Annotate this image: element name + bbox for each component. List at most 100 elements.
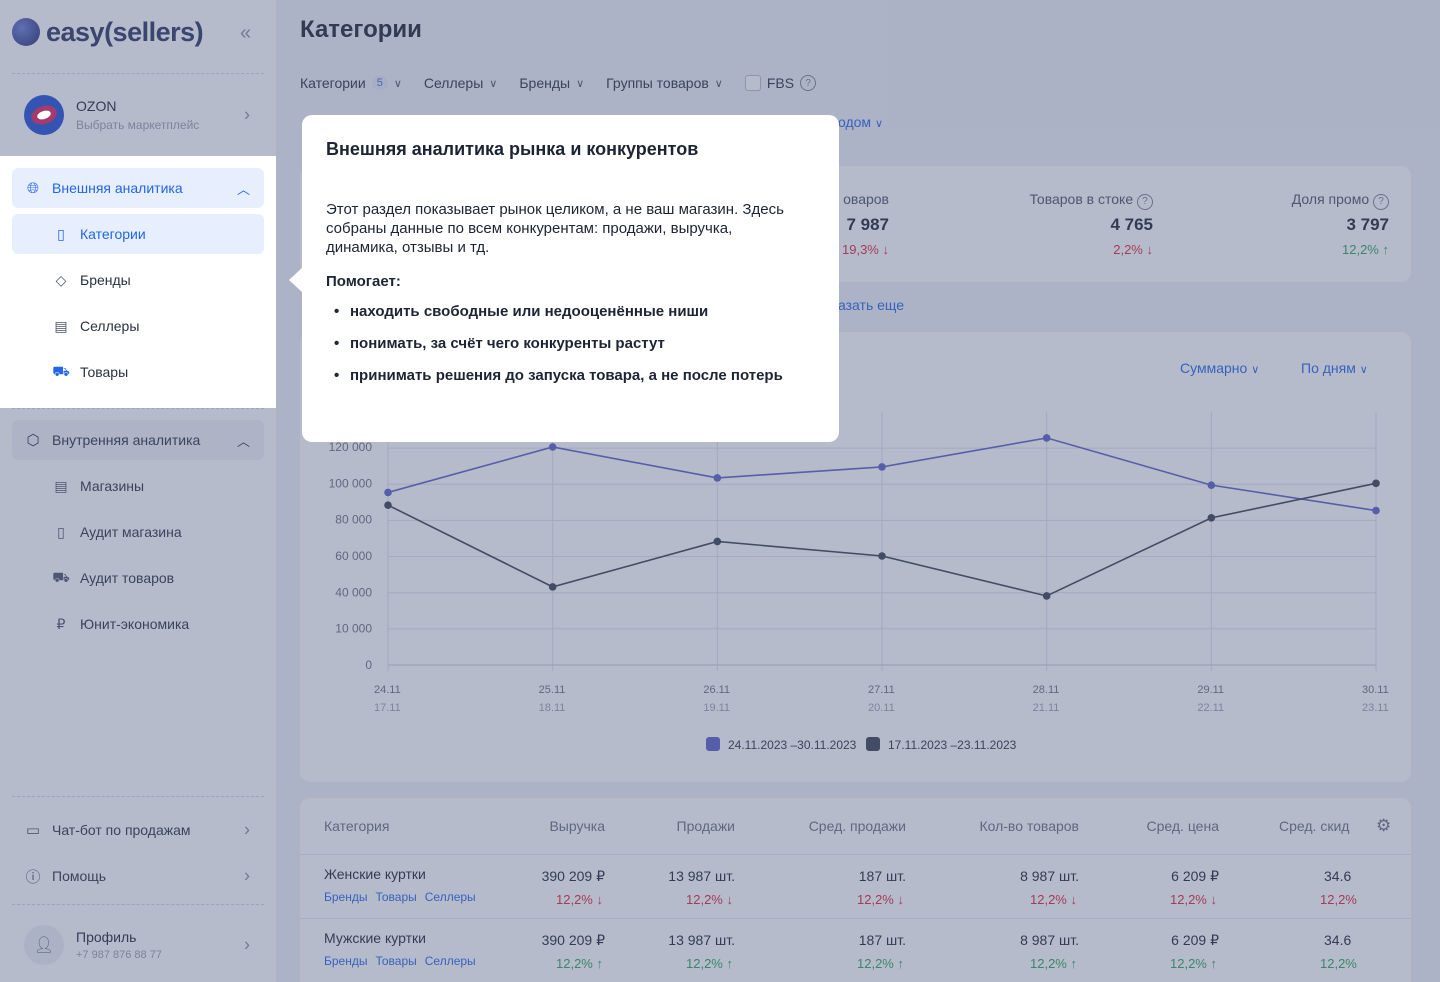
- help-icon[interactable]: ?: [1373, 193, 1389, 210]
- logo-mark-icon: [12, 18, 40, 46]
- tooltip-point: понимать, за счёт чего конкуренты растут: [326, 334, 806, 354]
- category-name[interactable]: Мужские куртки: [324, 930, 426, 946]
- column-header[interactable]: Сред. продажи: [808, 818, 906, 834]
- arrow-up-icon: ↑: [592, 956, 603, 971]
- data-point: [713, 537, 722, 546]
- column-header[interactable]: Сред. скид: [1279, 818, 1350, 834]
- filter-label: FBS: [766, 75, 795, 91]
- x-tick-label-secondary: 18.11: [539, 702, 566, 714]
- user-icon: 👤︎: [33, 937, 55, 954]
- legend-swatch: [866, 737, 880, 751]
- nav-group-internal-analytics[interactable]: ⬡ Внутренняя аналитика ︿: [12, 420, 264, 460]
- sales-cell: 13 987 шт.: [668, 932, 735, 948]
- kpi-delta: 19,3% ↓: [842, 242, 889, 257]
- products-link[interactable]: Товары: [375, 890, 417, 904]
- delta-cell: 12,2% ↓: [857, 892, 904, 907]
- chatbot-link[interactable]: ▭ Чат-бот по продажам ›: [12, 810, 264, 850]
- data-point: [548, 583, 557, 591]
- data-point: [878, 463, 886, 471]
- category-links: Бренды Товары Селлеры: [324, 954, 476, 968]
- filter-sellers[interactable]: Селлеры ∨: [424, 75, 497, 91]
- profile-phone: +7 987 876 88 77: [76, 949, 162, 961]
- y-tick-label: 40 000: [335, 585, 372, 599]
- profile[interactable]: 👤︎ Профиль +7 987 876 88 77 ›: [12, 920, 264, 970]
- sidebar-item-unit-economics[interactable]: ₽ Юнит-экономика: [12, 604, 264, 644]
- period-selector[interactable]: одом ∨: [838, 114, 883, 130]
- arrow-up-icon: ↑: [1378, 242, 1389, 257]
- marketplace-selector[interactable]: OZON Выбрать маркетплейс ›: [12, 88, 264, 142]
- filters-bar: Категории 5 ∨ Селлеры ∨ Бренды ∨ Группы …: [300, 72, 817, 94]
- logo[interactable]: easy(sellers): [12, 14, 204, 50]
- category-links: Бренды Товары Селлеры: [324, 890, 476, 904]
- avg-sales-cell: 187 шт.: [858, 932, 906, 948]
- column-header[interactable]: Сред. цена: [1146, 818, 1220, 834]
- help-label: Помощь: [52, 868, 107, 884]
- x-tick-label-secondary: 21.11: [1033, 702, 1060, 714]
- fbs-checkbox[interactable]: [744, 75, 761, 91]
- column-header[interactable]: Кол-во товаров: [979, 818, 1079, 834]
- legend-label: 24.11.2023 –30.11.2023: [728, 738, 857, 752]
- ruble-icon: ₽: [56, 615, 66, 632]
- cart-icon: ⛟: [52, 568, 70, 585]
- filter-categories[interactable]: Категории 5 ∨: [300, 75, 402, 91]
- data-point: [384, 488, 392, 497]
- brands-link[interactable]: Бренды: [324, 954, 368, 968]
- filter-product-groups[interactable]: Группы товаров ∨: [606, 75, 723, 91]
- collapse-sidebar-icon[interactable]: «: [240, 22, 252, 44]
- sidebar-item-label: Аудит товаров: [80, 570, 175, 586]
- products-link[interactable]: Товары: [375, 954, 417, 968]
- kpi-delta: 12,2% ↑: [1342, 242, 1389, 257]
- kpi-label-stock: Товаров в стоке ?: [1029, 191, 1153, 210]
- box-chart-icon: ⬡: [26, 432, 40, 449]
- arrow-up-icon: ↑: [893, 956, 904, 971]
- filter-brands[interactable]: Бренды ∨: [519, 75, 584, 91]
- x-tick-label-secondary: 17.11: [374, 702, 401, 714]
- revenue-cell: 390 209 ₽: [541, 868, 605, 884]
- delta-cell: 12,2% ↓: [1030, 892, 1077, 907]
- help-circle-icon: ⓘ: [25, 868, 41, 886]
- arrow-down-icon: ↓: [592, 892, 603, 907]
- sidebar-item-brands[interactable]: ◇ Бренды: [12, 260, 264, 300]
- column-header[interactable]: Продажи: [676, 818, 735, 834]
- chevron-down-icon: ∨: [489, 77, 498, 90]
- gear-icon[interactable]: ⚙: [1376, 816, 1392, 835]
- y-tick-label: 10 000: [335, 622, 372, 636]
- divider: [300, 854, 1411, 855]
- sidebar-item-sellers[interactable]: ▤ Селлеры: [12, 306, 264, 346]
- help-icon[interactable]: ?: [800, 75, 817, 91]
- sidebar-item-label: Категории: [80, 226, 146, 242]
- divider: [12, 904, 264, 905]
- brands-link[interactable]: Бренды: [324, 890, 368, 904]
- help-link[interactable]: ⓘ Помощь ›: [12, 856, 264, 896]
- aggregate-dropdown[interactable]: Суммарно ∨: [1180, 360, 1260, 376]
- filter-label: Категории: [300, 75, 366, 91]
- sidebar-item-products[interactable]: ⛟ Товары: [12, 352, 264, 392]
- x-tick-label-secondary: 20.11: [868, 702, 895, 714]
- filter-fbs[interactable]: FBS ?: [744, 75, 817, 91]
- granularity-dropdown[interactable]: По дням ∨: [1301, 360, 1368, 376]
- column-header[interactable]: Категория: [324, 818, 390, 834]
- sellers-link[interactable]: Селлеры: [424, 890, 476, 904]
- categories-icon: ▯: [57, 225, 65, 242]
- nav-group-external-analytics[interactable]: 🌐︎ Внешняя аналитика ︿: [12, 168, 264, 208]
- sidebar-item-label: Аудит магазина: [80, 524, 182, 540]
- logo-text: easy(sellers): [46, 16, 204, 47]
- category-name[interactable]: Женские куртки: [324, 866, 426, 882]
- y-tick-label: 60 000: [335, 549, 372, 563]
- sidebar-item-products-audit[interactable]: ⛟ Аудит товаров: [12, 558, 264, 598]
- sidebar-item-shop-audit[interactable]: ▯ Аудит магазина: [12, 512, 264, 552]
- chevron-up-icon: ︿: [236, 433, 250, 449]
- store-icon: ▤: [54, 317, 68, 334]
- chevron-right-icon: ›: [244, 819, 250, 840]
- ozon-logo-icon: [24, 95, 64, 135]
- show-more-link[interactable]: азать еще: [838, 297, 905, 313]
- sidebar-item-shops[interactable]: ▤ Магазины: [12, 466, 264, 506]
- column-header[interactable]: Выручка: [549, 818, 605, 834]
- revenue-cell: 390 209 ₽: [541, 932, 605, 948]
- sidebar-item-categories[interactable]: ▯ Категории: [12, 214, 264, 254]
- arrow-down-icon: ↓: [1066, 892, 1077, 907]
- sellers-link[interactable]: Селлеры: [424, 954, 476, 968]
- filter-label: Селлеры: [423, 75, 484, 91]
- cart-icon: ⛟: [52, 362, 70, 379]
- help-icon[interactable]: ?: [1137, 193, 1153, 210]
